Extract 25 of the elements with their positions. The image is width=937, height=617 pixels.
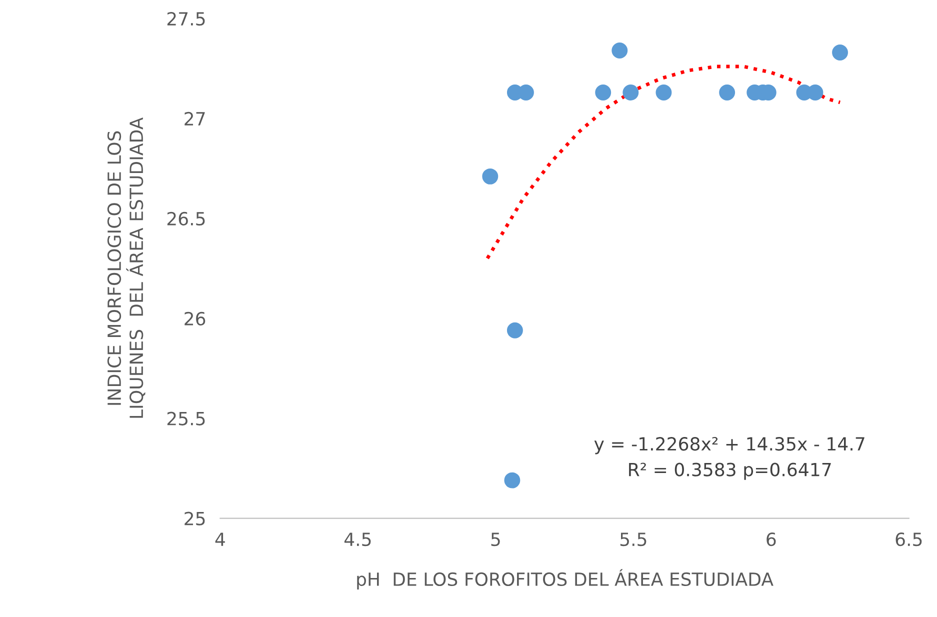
x-axis-title: pH DE LOS FOROFITOS DEL ÁREA ESTUDIADA — [357, 569, 774, 590]
point — [506, 322, 523, 338]
point — [482, 168, 498, 184]
point — [504, 472, 520, 488]
y-axis-title: INDICE MORFOLOGICO DE LOS LIQUENES DEL ÁREA ESTUDIADA — [107, 117, 146, 418]
x-tick-label: 4.5 — [344, 532, 371, 546]
y-tick-label: 27.5 — [167, 12, 205, 26]
line-series — [486, 64, 842, 260]
y-tick-label: 26 — [184, 312, 206, 326]
y-tick-label: 25 — [184, 512, 205, 526]
x-tick-label: 6.5 — [896, 532, 922, 546]
y-tick-label: 27 — [184, 112, 205, 126]
point — [832, 44, 848, 60]
y-tick-label: 26.5 — [167, 212, 205, 226]
point — [612, 42, 628, 58]
x-tick-label: 5 — [491, 532, 500, 546]
x-tick-label: 4 — [215, 532, 225, 546]
x-tick-label: 6 — [766, 532, 776, 546]
point — [656, 84, 672, 100]
x-tick-label: 5.5 — [620, 532, 646, 546]
point — [622, 84, 639, 100]
point — [719, 84, 736, 100]
annotation: y = -1.2268x² + 14.35x - 14.7 R² = 0.3583 p=0.6417 — [594, 437, 864, 480]
point — [595, 84, 612, 100]
y-tick-label: 25.5 — [167, 412, 205, 426]
